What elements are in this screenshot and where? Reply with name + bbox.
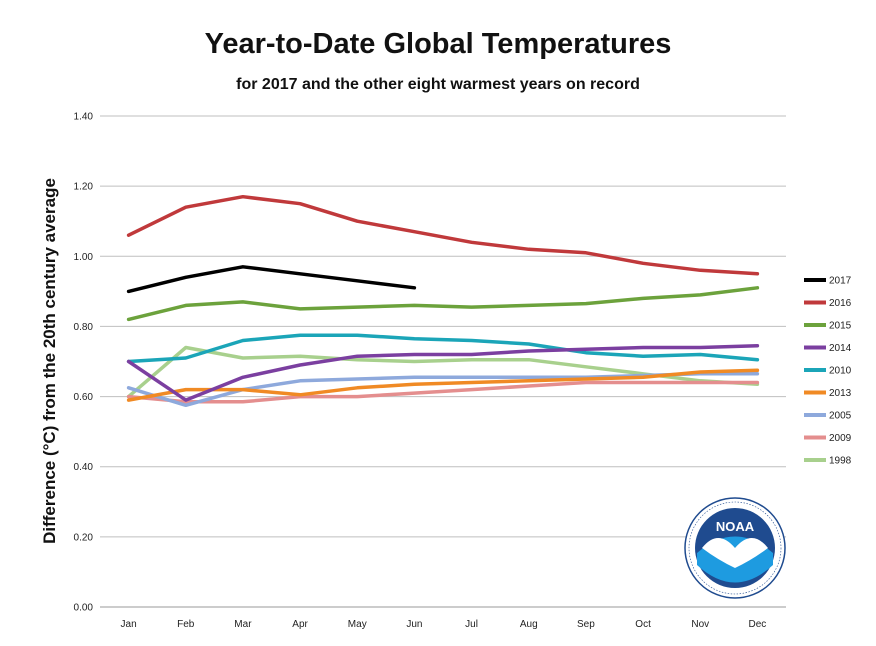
x-tick-label: Oct [635, 619, 651, 630]
legend-label-2009: 2009 [829, 433, 852, 444]
legend-label-2017: 2017 [829, 276, 852, 287]
legend: 2017 2016 2015 2014 2010 2013 2005 2009 1998 [804, 276, 852, 467]
series-line-2009 [126, 380, 760, 404]
legend-label-1998: 1998 [829, 456, 852, 467]
gridlines [100, 115, 786, 608]
series-line-2014 [126, 343, 760, 402]
noaa-logo: NOAA [684, 497, 786, 599]
x-tick-label: Sep [577, 619, 595, 630]
x-tick-label: Nov [691, 619, 709, 630]
x-tick-label: Jun [406, 619, 422, 630]
x-tick-label: Jan [121, 619, 137, 630]
y-tick-label: 0.20 [74, 532, 94, 543]
x-tick-label: May [348, 619, 367, 630]
x-tick-label: Aug [520, 619, 538, 630]
x-tick-labels: Jan Feb Mar Apr May Jun Jul Aug Sep Oct Nov Dec [121, 619, 767, 630]
y-tick-label: 1.20 [74, 182, 94, 193]
y-tick-label: 0.40 [74, 462, 94, 473]
series-line-2015 [126, 286, 760, 322]
series-line-2016 [126, 194, 760, 276]
legend-label-2010: 2010 [829, 366, 852, 377]
y-tick-label: 0.60 [74, 392, 94, 403]
y-tick-label: 0.80 [74, 322, 94, 333]
chart-title: Year-to-Date Global Temperatures [204, 28, 672, 60]
y-tick-label: 1.40 [74, 112, 94, 123]
legend-label-2014: 2014 [829, 343, 852, 354]
x-tick-label: Feb [177, 619, 195, 630]
legend-label-2016: 2016 [829, 298, 852, 309]
x-tick-label: Jul [465, 619, 478, 630]
chart-subtitle: for 2017 and the other eight warmest yea… [236, 76, 640, 93]
x-tick-label: Dec [749, 619, 767, 630]
series-line-2017 [126, 265, 417, 294]
series-lines [126, 194, 760, 408]
y-tick-label: 1.00 [74, 252, 94, 263]
legend-label-2013: 2013 [829, 388, 852, 399]
y-tick-label: 0.00 [74, 603, 94, 614]
legend-label-2015: 2015 [829, 321, 852, 332]
noaa-logo-text: NOAA [716, 519, 755, 534]
legend-label-2005: 2005 [829, 411, 852, 422]
y-axis-label: Difference (°C) from the 20th century av… [40, 178, 59, 544]
y-tick-labels: 0.00 0.20 0.40 0.60 0.80 1.00 1.20 1.40 [74, 112, 94, 614]
series-line-2013 [126, 368, 760, 402]
x-tick-label: Apr [292, 619, 308, 630]
x-tick-label: Mar [234, 619, 252, 630]
series-line-2010 [126, 333, 760, 364]
